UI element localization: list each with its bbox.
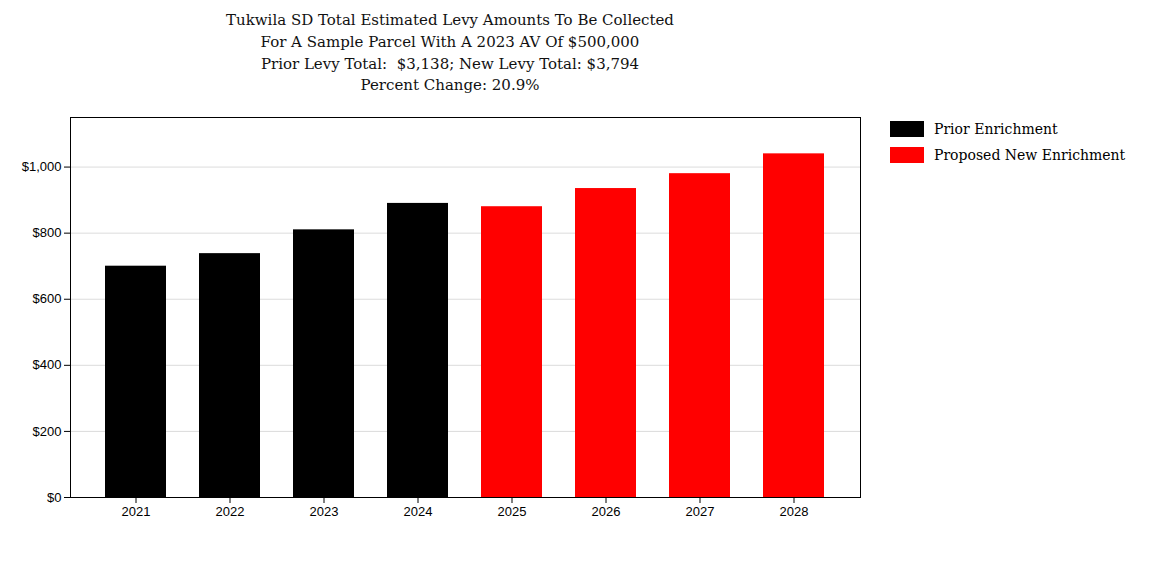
- html-text:Tukwila SD Total Estimated Lev: Tukwila SD Total Estimated Levy Amounts …: [226, 11, 674, 29]
- svg-text:2027: 2027: [686, 504, 715, 519]
- html-text:Prior Enrichment: Prior Enrichment: [934, 121, 1058, 137]
- svg-text:2026: 2026: [592, 504, 621, 519]
- html-text:Percent Change: 20.9%: Percent Change: 20.9%: [360, 76, 540, 95]
- svg-text:$1,000: $1,000: [22, 159, 62, 174]
- svg-text:2028: 2028: [780, 504, 809, 519]
- svg-text:$600: $600: [33, 291, 62, 306]
- svg-text:2024: 2024: [404, 504, 433, 519]
- svg-text:$400: $400: [33, 357, 62, 372]
- html-text:Prior Levy Total: $3,138; New: Prior Levy Total: $3,138; New Levy Total…: [260, 54, 640, 73]
- svg-text:$200: $200: [33, 424, 62, 439]
- html-text:For A Sample Parcel With A 202: For A Sample Parcel With A 2023 AV Of $5…: [260, 32, 640, 51]
- svg-text:$800: $800: [33, 225, 62, 240]
- svg-text:2022: 2022: [216, 504, 245, 519]
- svg-text:$0: $0: [47, 490, 61, 505]
- html-text:Proposed New Enrichment: Proposed New Enrichment: [934, 147, 1126, 163]
- svg-text:2025: 2025: [498, 504, 527, 519]
- svg-text:2021: 2021: [122, 504, 151, 519]
- svg-text:2023: 2023: [310, 504, 339, 519]
